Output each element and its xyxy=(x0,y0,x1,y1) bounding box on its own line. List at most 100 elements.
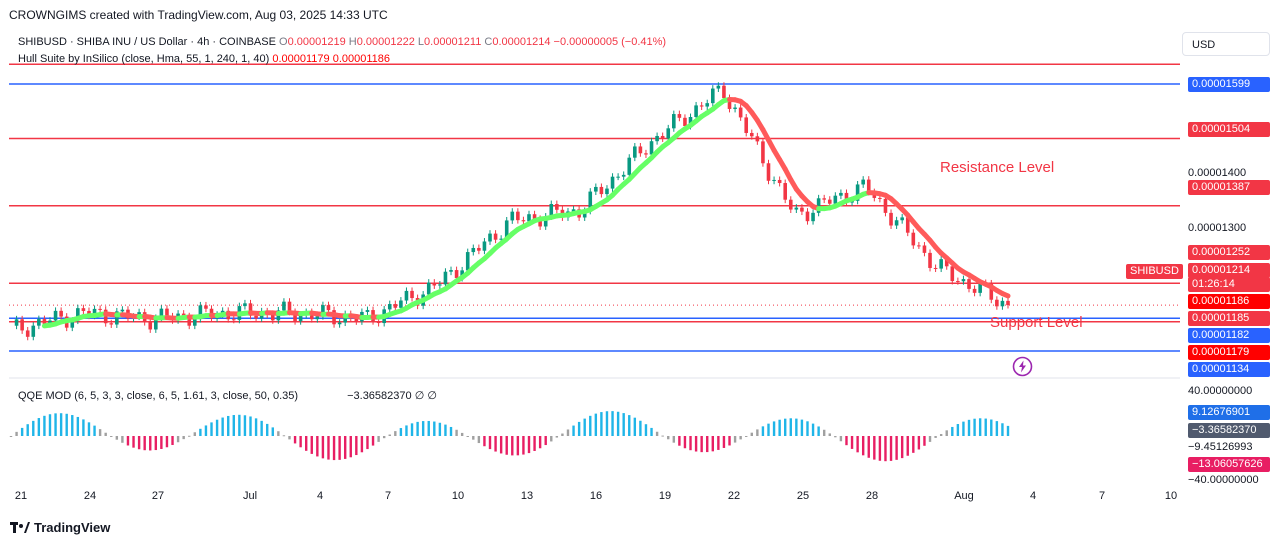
time-tick: 21 xyxy=(14,490,28,502)
candle-body xyxy=(404,290,409,301)
candle-body xyxy=(254,315,258,319)
qqe-bar xyxy=(806,421,809,436)
candle-body xyxy=(248,303,253,316)
candle-body xyxy=(516,211,520,221)
price-label-1134: 0.00001134 xyxy=(1188,362,1270,377)
candle-body xyxy=(995,299,999,307)
qqe-bar xyxy=(416,421,419,436)
candle-body xyxy=(972,288,977,293)
high-value: 0.00001222 xyxy=(356,36,415,48)
lightning-icon[interactable] xyxy=(1012,356,1033,382)
qqe-label-1: 9.12676901 xyxy=(1188,405,1270,420)
chart-plot-area[interactable] xyxy=(9,28,1180,488)
qqe-bar xyxy=(254,418,258,436)
price-label-1599: 0.00001599 xyxy=(1188,77,1270,92)
symbol-legend[interactable]: SHIBUSD · SHIBA INU / US Dollar · 4h · C… xyxy=(18,36,666,48)
qqe-bar xyxy=(32,420,35,436)
candle-body xyxy=(683,117,687,127)
qqe-bar xyxy=(243,415,247,436)
candle-body xyxy=(649,141,654,155)
qqe-bar xyxy=(900,436,904,459)
qqe-bar xyxy=(611,411,614,436)
qqe-bar xyxy=(215,419,219,436)
symbol-line: SHIBUSD · SHIBA INU / US Dollar · 4h · C… xyxy=(18,36,276,48)
qqe-bar xyxy=(973,418,976,436)
qqe-bar xyxy=(48,414,52,436)
qqe-bar xyxy=(678,436,681,446)
currency-button[interactable]: USD xyxy=(1182,32,1270,56)
price-chart-svg[interactable] xyxy=(9,28,1180,488)
qqe-bar xyxy=(828,433,831,436)
candle-body xyxy=(76,308,80,321)
hull-label-1179: 0.00001179 xyxy=(1188,345,1270,360)
last-price-label: 0.00001214 xyxy=(1188,263,1270,278)
candle-body xyxy=(477,247,481,251)
candle-body xyxy=(716,85,721,89)
qqe-bar xyxy=(711,436,714,452)
qqe-bar xyxy=(176,436,180,443)
candle-body xyxy=(493,233,498,240)
candle-body xyxy=(599,186,604,195)
qqe-bar xyxy=(310,436,313,454)
qqe-bar xyxy=(37,418,41,436)
time-tick: Aug xyxy=(954,490,974,502)
qqe-bar xyxy=(845,436,848,446)
qqe-bar xyxy=(288,436,291,440)
candle-body xyxy=(499,238,503,240)
candle-body xyxy=(744,117,749,133)
candle-body xyxy=(911,232,916,246)
qqe-bar xyxy=(722,436,726,448)
qqe-bar xyxy=(483,436,486,447)
candle-body xyxy=(677,114,682,118)
candle-body xyxy=(92,308,97,316)
qqe-bar xyxy=(104,432,107,436)
candle-body xyxy=(282,301,286,311)
candle-body xyxy=(549,203,554,217)
qqe-bar xyxy=(71,415,74,436)
qqe-bar xyxy=(689,436,692,451)
candle-body xyxy=(967,279,971,289)
qqe-bar xyxy=(232,415,235,436)
candle-body xyxy=(321,305,325,317)
candle-body xyxy=(14,319,19,326)
candle-body xyxy=(270,314,275,321)
qqe-bar xyxy=(15,431,18,436)
support-annotation: Support Level xyxy=(990,314,1083,331)
time-tick: 27 xyxy=(151,490,165,502)
qqe-bar xyxy=(82,419,85,436)
candle-body xyxy=(889,212,893,226)
candle-body xyxy=(337,322,342,325)
qqe-bar xyxy=(343,436,347,459)
tradingview-logo[interactable]: TradingView xyxy=(10,520,110,535)
qqe-bar xyxy=(561,433,564,436)
qqe-bar xyxy=(477,436,481,444)
qqe-bar xyxy=(221,417,224,436)
candle-body xyxy=(688,117,693,127)
qqe-bar xyxy=(126,436,130,446)
candle-body xyxy=(59,310,63,317)
qqe-bar xyxy=(945,430,948,436)
candle-body xyxy=(800,207,804,212)
qqe-bar xyxy=(305,436,308,451)
candle-body xyxy=(950,266,955,282)
candle-body xyxy=(705,103,710,107)
candle-body xyxy=(204,305,208,309)
qqe-value: −3.36582370 xyxy=(347,390,412,402)
qqe-bar xyxy=(332,436,336,461)
qqe-na-1: ∅ xyxy=(414,390,425,402)
qqe-bar xyxy=(26,424,29,436)
qqe-bar xyxy=(438,422,442,436)
candle-body xyxy=(1000,300,1005,307)
candle-body xyxy=(438,284,442,286)
candle-body xyxy=(638,146,643,154)
qqe-bar xyxy=(472,436,475,440)
candle-body xyxy=(989,283,994,300)
qqe-bar xyxy=(188,435,191,437)
qqe-indicator-legend[interactable]: QQE MOD (6, 5, 3, 3, close, 6, 5, 1.61, … xyxy=(18,389,437,402)
qqe-label-2: −3.36582370 xyxy=(1188,423,1270,438)
open-label: O xyxy=(279,36,288,48)
qqe-bar xyxy=(316,436,319,457)
hull-indicator-legend[interactable]: Hull Suite by InSilico (close, Hma, 55, … xyxy=(18,53,390,65)
candle-body xyxy=(103,309,108,324)
candle-body xyxy=(315,316,320,320)
